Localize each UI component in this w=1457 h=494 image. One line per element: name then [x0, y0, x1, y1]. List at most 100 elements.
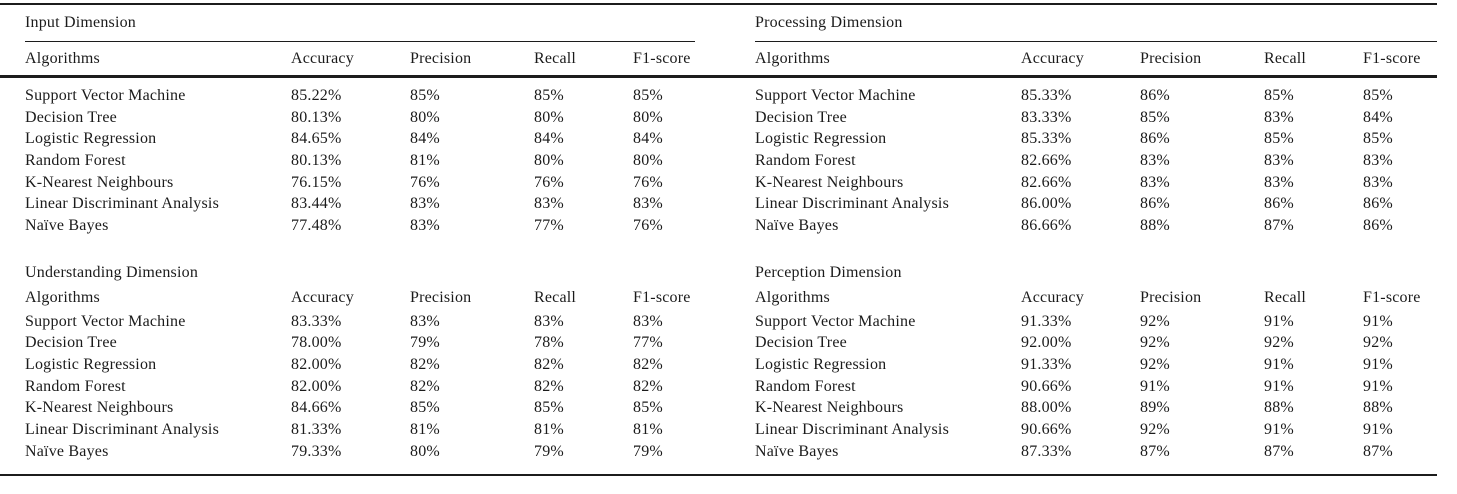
bottom-rule — [0, 474, 1437, 476]
cell-precision: 76% — [410, 173, 440, 191]
cell-algorithm: Naïve Bayes — [755, 442, 839, 460]
cell-accuracy: 82.00% — [291, 356, 342, 374]
col-header-algorithms: Algorithms — [25, 50, 100, 67]
table-row: Support Vector Machine 91.33% 92% 91% 91… — [755, 311, 1437, 333]
table-row: Naïve Bayes 79.33% 80% 79% 79% — [25, 441, 695, 463]
cell-f1-score: 80% — [633, 151, 663, 169]
table-row: K-Nearest Neighbours 84.66% 85% 85% 85% — [25, 398, 695, 420]
cell-accuracy: 84.66% — [291, 399, 342, 417]
cell-recall: 85% — [534, 86, 564, 104]
cell-algorithm: Linear Discriminant Analysis — [755, 421, 950, 439]
cell-precision: 81% — [410, 421, 440, 439]
cell-algorithm: Decision Tree — [25, 108, 117, 126]
cell-recall: 83% — [1264, 108, 1294, 126]
cell-recall: 87% — [1264, 216, 1294, 234]
cell-accuracy: 85.22% — [291, 86, 342, 104]
col-header-accuracy: Accuracy — [291, 50, 354, 67]
cell-accuracy: 91.33% — [1021, 312, 1072, 330]
col-header-recall: Recall — [534, 289, 577, 307]
section-processing-dimension: Processing Dimension Algorithms Accuracy… — [755, 5, 1437, 237]
cell-algorithm: Support Vector Machine — [25, 312, 186, 330]
cell-recall: 85% — [1264, 86, 1294, 104]
section-title: Perception Dimension — [755, 264, 902, 282]
cell-recall: 91% — [1264, 356, 1294, 374]
cell-algorithm: K-Nearest Neighbours — [755, 399, 904, 417]
cell-accuracy: 78.00% — [291, 334, 342, 352]
cell-accuracy: 86.00% — [1021, 195, 1072, 213]
table-row: Naïve Bayes 86.66% 88% 87% 86% — [755, 215, 1437, 237]
table-body: Support Vector Machine 83.33% 83% 83% 83… — [25, 311, 695, 463]
cell-f1-score: 85% — [1363, 130, 1393, 148]
cell-precision: 88% — [1140, 216, 1170, 234]
top-rule — [0, 3, 1437, 5]
cell-accuracy: 90.66% — [1021, 377, 1072, 395]
cell-algorithm: Random Forest — [25, 377, 126, 395]
cell-f1-score: 76% — [633, 216, 663, 234]
cell-algorithm: K-Nearest Neighbours — [755, 173, 904, 191]
column-header-row: Algorithms Accuracy Precision Recall F1-… — [755, 286, 1437, 311]
cell-precision: 83% — [1140, 173, 1170, 191]
table-row: Naïve Bayes 77.48% 83% 77% 76% — [25, 215, 695, 237]
cell-recall: 91% — [1264, 377, 1294, 395]
cell-recall: 81% — [534, 421, 564, 439]
table-row: Logistic Regression 84.65% 84% 84% 84% — [25, 128, 695, 150]
cell-precision: 83% — [1140, 151, 1170, 169]
cell-precision: 83% — [410, 312, 440, 330]
cell-recall: 88% — [1264, 399, 1294, 417]
cell-accuracy: 82.66% — [1021, 173, 1072, 191]
table-row: Linear Discriminant Analysis 83.44% 83% … — [25, 193, 695, 215]
col-header-f1-score: F1-score — [633, 50, 691, 67]
col-header-precision: Precision — [410, 289, 472, 307]
left-table-column: Input Dimension Algorithms Accuracy Prec… — [25, 5, 695, 463]
title-underline-rule — [25, 41, 695, 42]
cell-f1-score: 77% — [633, 334, 663, 352]
cell-algorithm: Linear Discriminant Analysis — [25, 421, 220, 439]
column-header-row: Algorithms Accuracy Precision Recall F1-… — [25, 42, 695, 76]
section-understanding-dimension: Understanding Dimension Algorithms Accur… — [25, 261, 695, 463]
cell-f1-score: 86% — [1363, 195, 1393, 213]
cell-f1-score: 80% — [633, 108, 663, 126]
cell-f1-score: 91% — [1363, 421, 1393, 439]
cell-recall: 77% — [534, 216, 564, 234]
cell-precision: 86% — [1140, 195, 1170, 213]
cell-recall: 83% — [534, 312, 564, 330]
table-row: Random Forest 80.13% 81% 80% 80% — [25, 150, 695, 172]
cell-f1-score: 83% — [1363, 173, 1393, 191]
cell-precision: 86% — [1140, 130, 1170, 148]
cell-f1-score: 85% — [633, 399, 663, 417]
cell-f1-score: 83% — [1363, 151, 1393, 169]
table-columns: Input Dimension Algorithms Accuracy Prec… — [25, 5, 1437, 463]
cell-accuracy: 88.00% — [1021, 399, 1072, 417]
col-header-precision: Precision — [410, 50, 472, 67]
col-header-recall: Recall — [1264, 289, 1307, 307]
cell-precision: 89% — [1140, 399, 1170, 417]
cell-algorithm: K-Nearest Neighbours — [25, 399, 174, 417]
cell-recall: 84% — [534, 130, 564, 148]
section-title: Processing Dimension — [755, 14, 903, 31]
cell-accuracy: 86.66% — [1021, 216, 1072, 234]
section-perception-dimension: Perception Dimension Algorithms Accuracy… — [755, 261, 1437, 463]
cell-precision: 79% — [410, 334, 440, 352]
table-row: Decision Tree 80.13% 80% 80% 80% — [25, 107, 695, 129]
section-title: Understanding Dimension — [25, 264, 199, 282]
col-header-recall: Recall — [1264, 50, 1307, 67]
cell-algorithm: Linear Discriminant Analysis — [25, 195, 220, 213]
cell-precision: 85% — [410, 399, 440, 417]
cell-accuracy: 80.13% — [291, 151, 342, 169]
cell-precision: 82% — [410, 356, 440, 374]
cell-algorithm: Random Forest — [755, 151, 856, 169]
cell-accuracy: 79.33% — [291, 442, 342, 460]
cell-precision: 91% — [1140, 377, 1170, 395]
cell-f1-score: 84% — [633, 130, 663, 148]
title-underline-rule — [755, 41, 1437, 42]
cell-algorithm: Decision Tree — [25, 334, 117, 352]
cell-algorithm: Naïve Bayes — [25, 216, 109, 234]
cell-recall: 80% — [534, 108, 564, 126]
cell-recall: 78% — [534, 334, 564, 352]
cell-recall: 91% — [1264, 421, 1294, 439]
table-row: Decision Tree 92.00% 92% 92% 92% — [755, 333, 1437, 355]
table-row: Support Vector Machine 85.33% 86% 85% 85… — [755, 85, 1437, 107]
cell-f1-score: 84% — [1363, 108, 1393, 126]
cell-recall: 83% — [1264, 173, 1294, 191]
table-row: K-Nearest Neighbours 88.00% 89% 88% 88% — [755, 398, 1437, 420]
